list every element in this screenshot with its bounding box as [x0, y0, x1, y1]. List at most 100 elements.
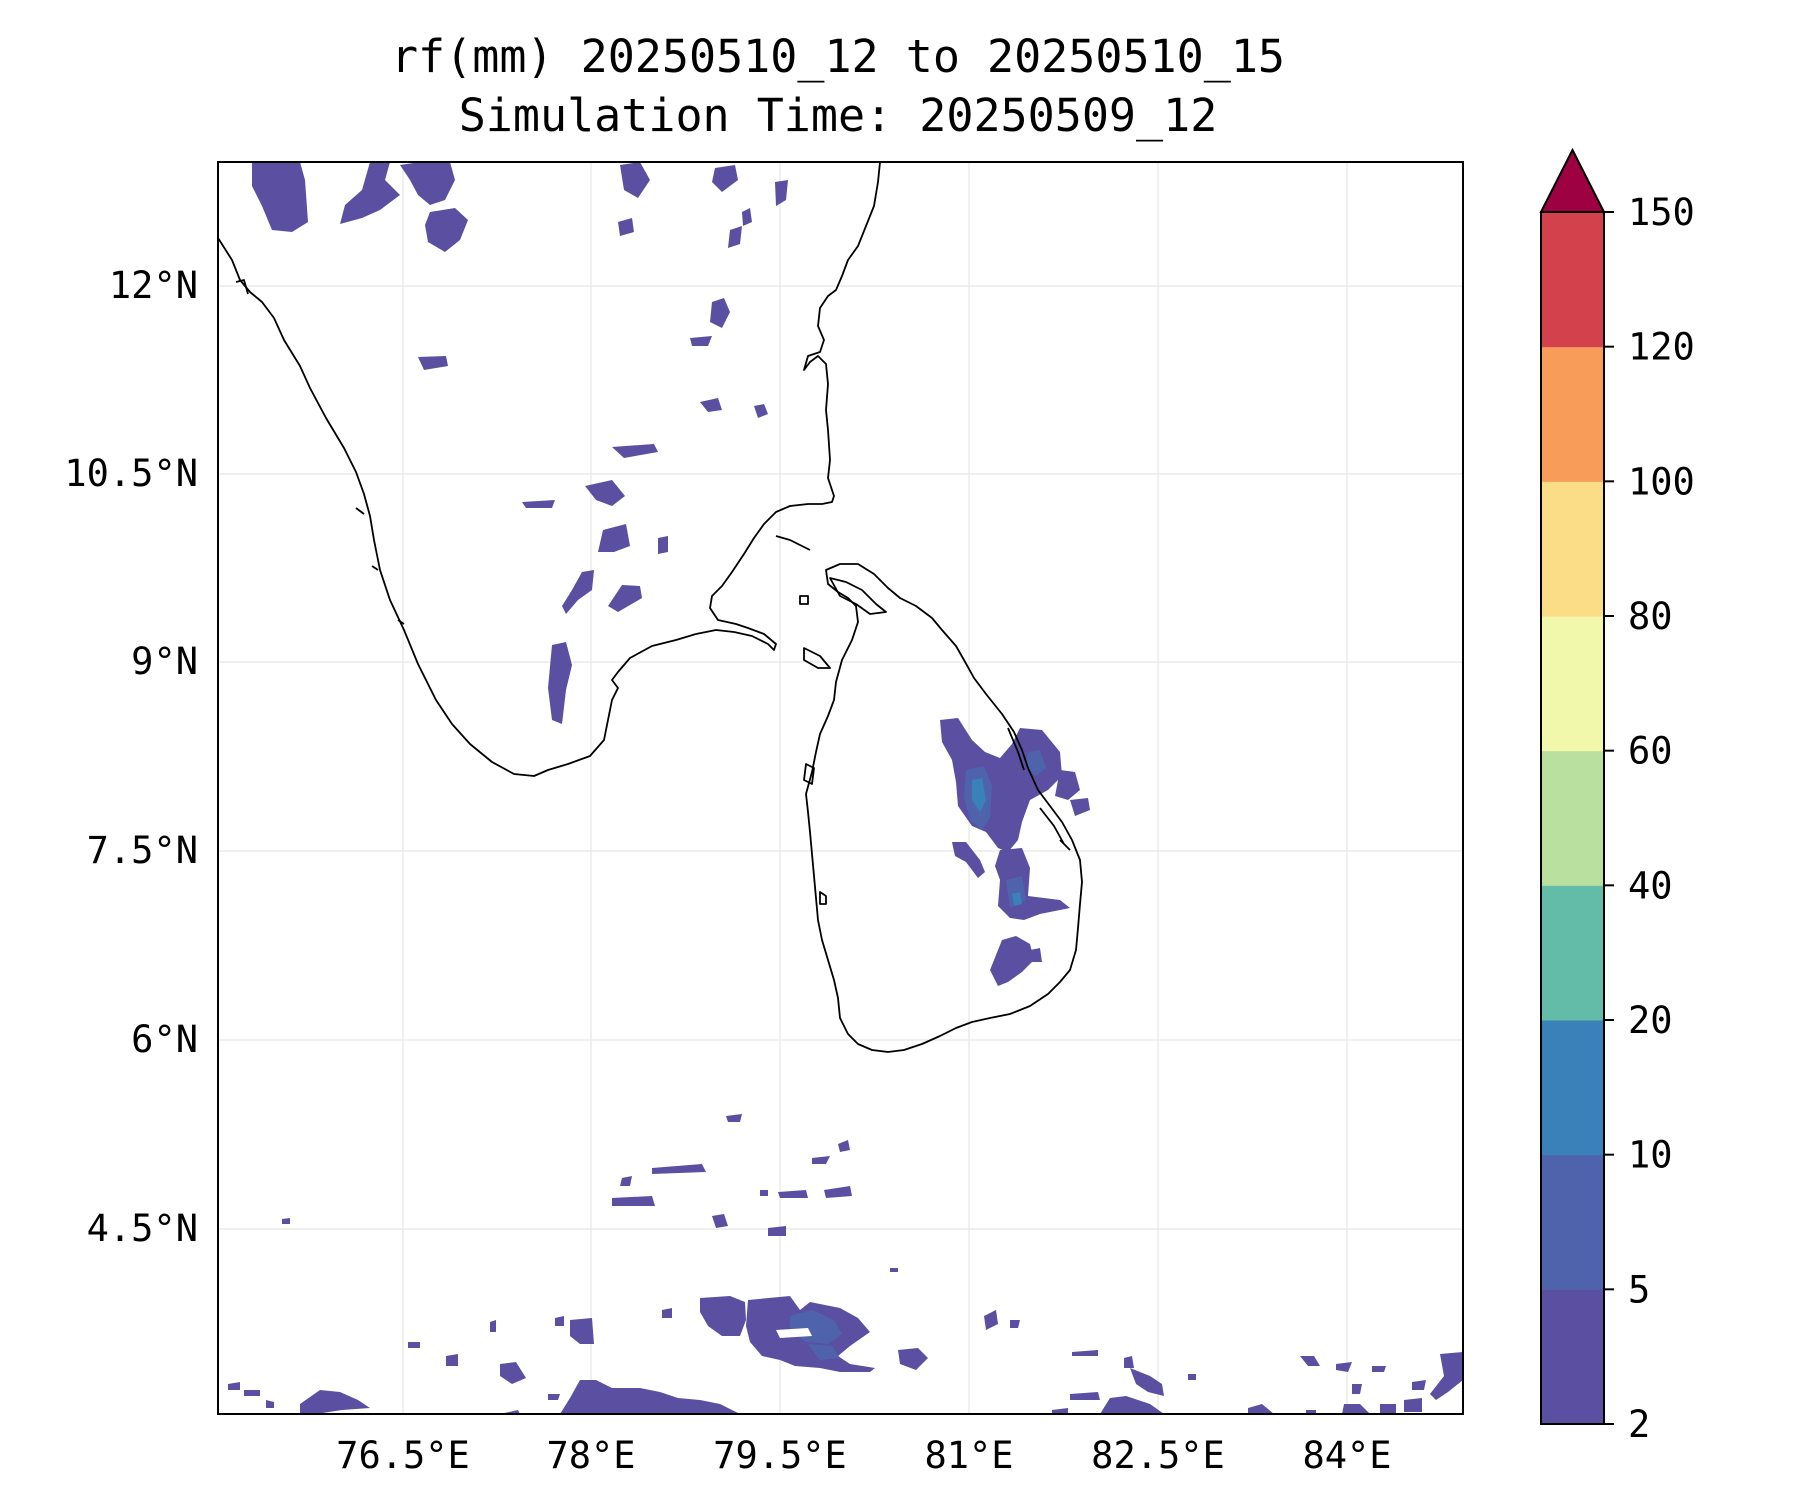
rain-patch — [984, 1310, 998, 1330]
rain-patch — [700, 1296, 746, 1336]
rain-patch — [712, 1214, 728, 1228]
rain-patch — [710, 298, 730, 328]
rain-patch — [1352, 1384, 1362, 1394]
rain-patch — [898, 1348, 928, 1370]
colorbar-tick-label: 100 — [1628, 460, 1695, 503]
lat-tick-label: 7.5°N — [87, 829, 198, 872]
rain-patch — [726, 1114, 742, 1122]
colorbar-segment — [1541, 481, 1604, 617]
lat-tick-label: 12°N — [109, 264, 198, 307]
rain-patch — [662, 1308, 672, 1318]
rain-patch — [728, 226, 742, 248]
rain-patch — [754, 404, 768, 418]
rain-patch — [522, 500, 555, 508]
colorbar-segment — [1541, 346, 1604, 482]
colorbar: 2 5 10 20 40 60 80 100 120 150 — [1539, 147, 1695, 1446]
rain-patch — [555, 1316, 564, 1326]
india-coast-detail — [235, 279, 811, 625]
rain-patch — [1026, 750, 1046, 776]
lat-tick-label: 9°N — [131, 640, 198, 683]
rain-patch — [340, 162, 400, 224]
lat-tick-label: 4.5°N — [87, 1207, 198, 1250]
colorbar-segment — [1541, 1289, 1604, 1425]
rain-patch — [612, 1196, 655, 1206]
rain-patch — [1030, 948, 1042, 962]
lon-tick-label: 79.5°E — [713, 1434, 847, 1477]
colorbar-tick-label: 20 — [1628, 999, 1673, 1042]
colorbar-tick-label: 150 — [1628, 191, 1695, 234]
lat-tick-label: 6°N — [131, 1018, 198, 1061]
colorbar-segment — [1541, 1154, 1604, 1290]
rain-patch — [652, 1164, 706, 1174]
lon-tick-label: 84°E — [1302, 1434, 1391, 1477]
rain-patch — [700, 398, 722, 412]
rain-patch — [1012, 892, 1022, 906]
rain-patch — [400, 162, 455, 205]
rain-patch — [1188, 1374, 1196, 1380]
rain-patch — [598, 524, 630, 552]
colorbar-tick-label: 5 — [1628, 1268, 1650, 1311]
india-coastline — [218, 162, 881, 777]
rain-patch — [1404, 1398, 1422, 1412]
lon-axis: 76.5°E 78°E 79.5°E 81°E 82.5°E 84°E — [336, 1434, 1391, 1477]
rain-patch — [228, 1382, 240, 1390]
rain-patch — [768, 1226, 786, 1236]
colorbar-segment — [1541, 1020, 1604, 1156]
colorbar-segment — [1541, 885, 1604, 1021]
rain-patch — [425, 208, 468, 252]
rain-patch — [1300, 1356, 1320, 1366]
sri-lanka-east-inlets — [1007, 727, 1071, 851]
rain-patch — [562, 570, 594, 614]
rain-patch — [282, 1218, 290, 1224]
rain-patch — [244, 1390, 260, 1396]
rainfall-field — [228, 162, 1463, 1414]
rain-patch — [548, 642, 572, 724]
jaffna-lagoon — [829, 577, 887, 615]
colorbar-outline — [1540, 211, 1605, 1425]
rain-gap — [776, 1328, 812, 1338]
rain-class-10-20 — [972, 778, 1022, 906]
rain-patch — [824, 1186, 852, 1198]
colorbar-tick-label: 120 — [1628, 326, 1695, 369]
rain-patch — [1248, 1404, 1274, 1414]
rain-patch — [760, 1190, 768, 1196]
lon-tick-label: 82.5°E — [1091, 1434, 1225, 1477]
colorbar-segment — [1541, 616, 1604, 752]
rain-patch — [620, 162, 650, 198]
rain-patch — [1336, 1362, 1352, 1372]
rain-patch — [1055, 770, 1080, 800]
rain-patch — [300, 1390, 370, 1414]
rain-patch — [608, 585, 642, 612]
colorbar-segment — [1541, 212, 1604, 348]
rain-patch — [972, 778, 986, 812]
sri-lanka-coastline — [805, 563, 1083, 1053]
rain-patch — [408, 1342, 420, 1348]
rain-patch — [1412, 1380, 1426, 1390]
rain-patch — [1430, 1352, 1463, 1400]
rain-patch — [1010, 1320, 1020, 1328]
colorbar-tick-label: 60 — [1628, 730, 1673, 773]
rain-patch — [1070, 1392, 1100, 1400]
rain-patch — [1070, 798, 1090, 816]
rain-patch — [890, 1268, 898, 1272]
lon-tick-label: 78°E — [546, 1434, 635, 1477]
rain-patch — [990, 936, 1034, 986]
gridlines — [218, 162, 1463, 1414]
colorbar-tick-label: 2 — [1628, 1403, 1650, 1446]
rain-patch — [690, 336, 712, 346]
rain-patch — [812, 1156, 830, 1164]
title-line-1: rf(mm) 20250510_12 to 20250510_15 — [391, 30, 1285, 83]
rain-patch — [952, 842, 985, 878]
rain-patch — [1052, 1408, 1068, 1414]
colorbar-segment — [1541, 750, 1604, 886]
rain-patch — [490, 1320, 496, 1332]
rain-patch — [1124, 1356, 1134, 1368]
rain-patch — [500, 1362, 526, 1384]
lon-tick-label: 81°E — [924, 1434, 1013, 1477]
rain-patch — [1072, 1350, 1098, 1356]
rain-patch — [778, 1190, 808, 1198]
colorbar-tick-label: 40 — [1628, 864, 1673, 907]
lat-axis: 12°N 10.5°N 9°N 7.5°N 6°N 4.5°N — [64, 264, 198, 1250]
title-line-2: Simulation Time: 20250509_12 — [459, 89, 1218, 142]
